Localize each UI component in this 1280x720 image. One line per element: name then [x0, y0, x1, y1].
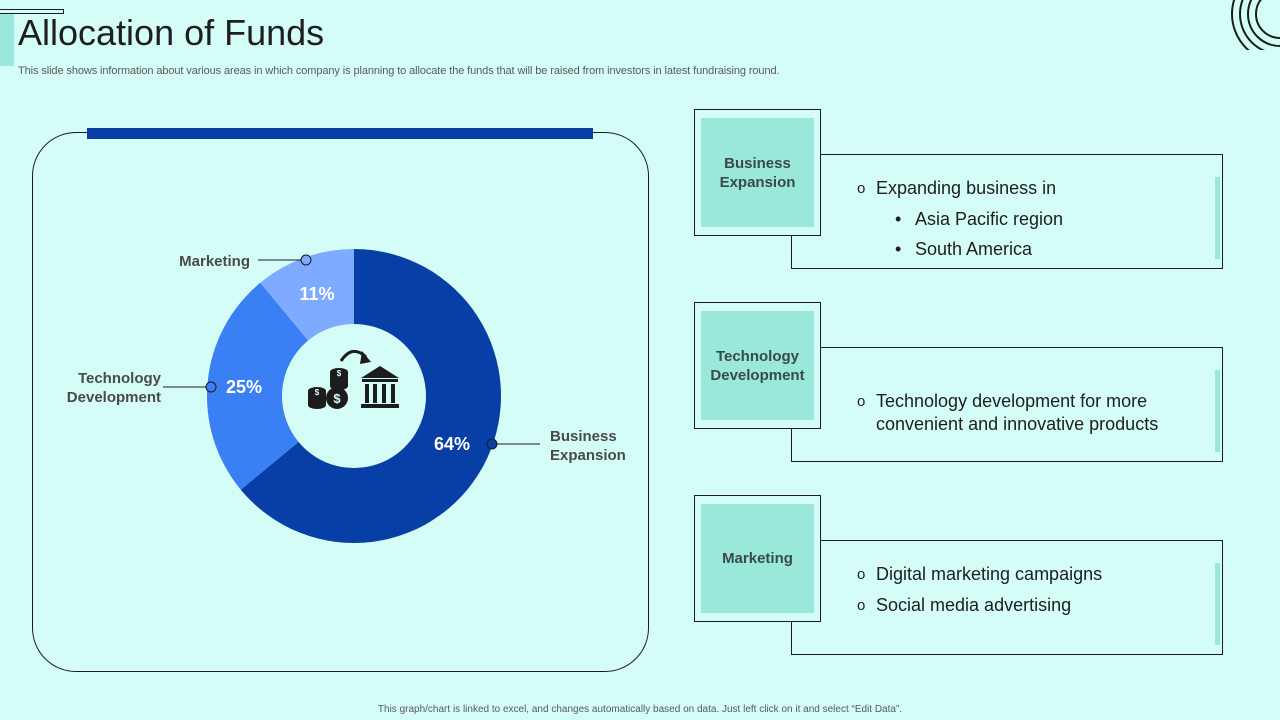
slice-label-technology-development: 25% — [226, 377, 262, 397]
category-tag-marketing: Marketing — [694, 495, 821, 622]
category-box-accent-strip — [1215, 563, 1220, 645]
slice-technology-development — [206, 282, 309, 490]
chart-panel-top-bar — [87, 128, 593, 139]
category-tag-technology-development: Technology Development — [694, 302, 821, 429]
callout-label-technology-development: Technology Development — [67, 370, 162, 406]
bullet-item: Digital marketing campaigns — [857, 563, 1102, 586]
category-box-accent-strip — [1215, 177, 1220, 259]
slice-label-marketing: 11% — [299, 284, 334, 304]
category-tag-label: Marketing — [701, 504, 814, 613]
category-description-box: Digital marketing campaigns Social media … — [791, 540, 1223, 655]
slice-label-business-expansion: 64% — [434, 434, 470, 454]
title-decor-rule — [0, 9, 64, 14]
money-to-bank-icon: $ $ $ — [308, 349, 399, 409]
bullet-item: Expanding business in — [857, 177, 1063, 200]
concentric-circles-decoration — [1231, 0, 1280, 50]
slice-business-expansion — [240, 249, 502, 543]
footnote: This graph/chart is linked to excel, and… — [377, 704, 903, 715]
svg-text:$: $ — [333, 391, 341, 406]
svg-text:$: $ — [337, 369, 342, 378]
category-tag-label: Business Expansion — [701, 118, 814, 227]
callout-label-business-expansion: Business Expansion — [550, 428, 626, 464]
category-description-box: Technology development for more convenie… — [791, 347, 1223, 462]
callout-label-marketing: Marketing — [179, 253, 250, 270]
category-tag-business-expansion: Business Expansion — [694, 109, 821, 236]
page-subtitle: This slide shows information about vario… — [18, 65, 780, 77]
bullet-item: Technology development for more convenie… — [857, 390, 1177, 436]
bullet-item: Social media advertising — [857, 594, 1102, 617]
category-box-accent-strip — [1215, 370, 1220, 452]
category-tag-label: Technology Development — [701, 311, 814, 420]
callout-dot-technology-development — [205, 381, 217, 393]
category-description-box: Expanding business in Asia Pacific region… — [791, 154, 1223, 269]
slice-marketing — [260, 249, 354, 341]
callout-dot-marketing — [300, 254, 312, 266]
sub-bullet-item: South America — [857, 238, 1063, 261]
page-title: Allocation of Funds — [18, 12, 325, 53]
sub-bullet-item: Asia Pacific region — [857, 208, 1063, 231]
svg-text:$: $ — [315, 388, 320, 397]
callout-dot-business-expansion — [486, 438, 498, 450]
title-accent-bar — [0, 14, 14, 66]
